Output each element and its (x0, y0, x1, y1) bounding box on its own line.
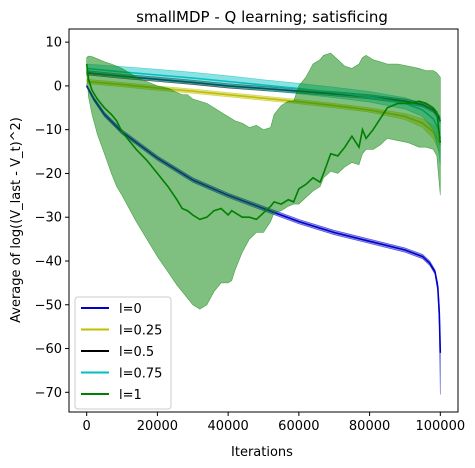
y-tick-label: −50 (35, 298, 62, 313)
y-tick-label: −30 (35, 211, 62, 226)
x-tick-label: 100000 (415, 419, 465, 434)
series-band-4 (86, 52, 441, 310)
plot-frame (68, 28, 459, 413)
x-tick-label: 60000 (278, 419, 319, 434)
x-tick-label: 0 (83, 419, 91, 434)
legend-label: l=1 (119, 388, 142, 403)
x-tick-label: 20000 (137, 419, 178, 434)
legend-item: l=0.25 (81, 324, 162, 339)
y-axis-label: Average of log((V_last - V_t)^2) (9, 117, 24, 323)
legend-label: l=0.25 (119, 324, 162, 339)
legend-label: l=0.75 (119, 367, 162, 382)
legend-item: l=0 (81, 302, 142, 317)
legend-item: l=1 (81, 388, 142, 403)
x-tick-label: 40000 (207, 419, 248, 434)
y-tick-label: −60 (35, 342, 62, 357)
plot-area (85, 52, 442, 395)
legend-box (74, 296, 172, 410)
y-tick-label: −40 (35, 254, 62, 269)
legend-item: l=0.75 (81, 367, 162, 382)
y-tick-label: −10 (35, 123, 62, 138)
legend-item: l=0.5 (81, 345, 154, 360)
x-axis: 0 20000 40000 60000 80000 100000 (83, 412, 465, 434)
y-tick-label: 10 (45, 36, 62, 51)
x-tick-label: 80000 (349, 419, 390, 434)
y-axis: 10 0 −10 −20 −30 −40 −50 −60 −70 (35, 36, 69, 401)
legend: l=0 l=0.25 l=0.5 l=0.75 l=1 (74, 296, 172, 410)
series-line-4 (85, 63, 442, 221)
y-tick-label: 0 (54, 79, 62, 94)
y-tick-label: −70 (35, 386, 62, 401)
x-axis-label: Iterations (231, 445, 293, 460)
legend-label: l=0 (119, 302, 142, 317)
legend-label: l=0.5 (119, 345, 154, 360)
chart-title: smallMDP - Q learning; satisficing (136, 8, 388, 26)
y-tick-label: −20 (35, 167, 62, 182)
series-l=1 (85, 52, 442, 310)
